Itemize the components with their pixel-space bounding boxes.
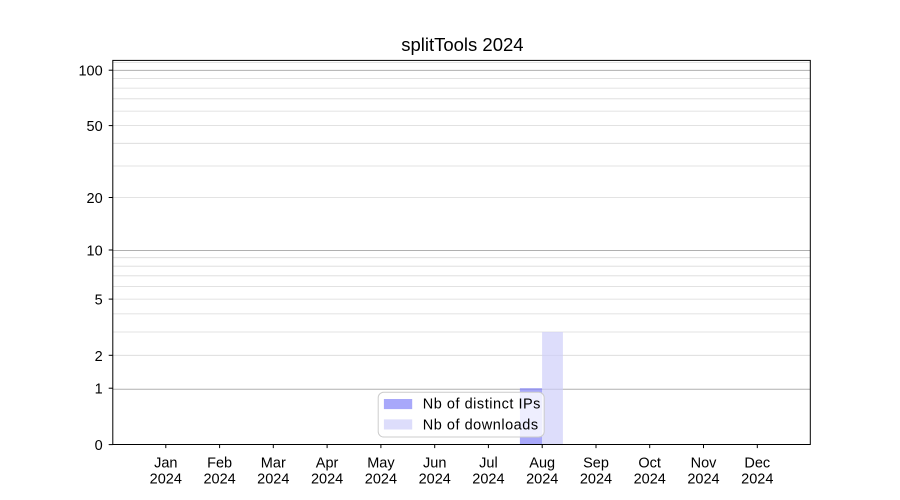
svg-text:Apr: Apr — [316, 455, 339, 471]
svg-text:2024: 2024 — [687, 471, 719, 487]
svg-text:0: 0 — [95, 438, 103, 454]
svg-text:20: 20 — [87, 191, 103, 207]
svg-text:2024: 2024 — [257, 471, 289, 487]
svg-text:Nb of distinct IPs: Nb of distinct IPs — [423, 397, 541, 413]
svg-text:Jan: Jan — [154, 455, 177, 471]
svg-text:2024: 2024 — [634, 471, 666, 487]
svg-text:Sep: Sep — [583, 455, 609, 471]
svg-text:Dec: Dec — [744, 455, 770, 471]
svg-text:2024: 2024 — [311, 471, 343, 487]
svg-text:2024: 2024 — [580, 471, 612, 487]
svg-text:2024: 2024 — [150, 471, 182, 487]
svg-text:2: 2 — [95, 349, 103, 365]
svg-text:10: 10 — [87, 244, 103, 260]
svg-text:Oct: Oct — [638, 455, 661, 471]
svg-text:Mar: Mar — [261, 455, 286, 471]
svg-text:1: 1 — [95, 382, 103, 398]
svg-text:2024: 2024 — [472, 471, 504, 487]
svg-text:Aug: Aug — [529, 455, 555, 471]
svg-text:Nov: Nov — [691, 455, 718, 471]
svg-text:50: 50 — [87, 119, 103, 135]
svg-text:2024: 2024 — [526, 471, 558, 487]
svg-text:Nb of downloads: Nb of downloads — [423, 417, 539, 433]
svg-text:splitTools 2024: splitTools 2024 — [401, 34, 523, 55]
svg-text:Jul: Jul — [479, 455, 498, 471]
svg-text:Jun: Jun — [423, 455, 446, 471]
svg-text:Feb: Feb — [207, 455, 232, 471]
svg-text:May: May — [367, 455, 395, 471]
svg-text:2024: 2024 — [203, 471, 235, 487]
svg-text:2024: 2024 — [365, 471, 397, 487]
svg-text:100: 100 — [78, 64, 102, 80]
svg-text:2024: 2024 — [419, 471, 451, 487]
svg-text:5: 5 — [95, 293, 103, 309]
svg-text:2024: 2024 — [741, 471, 773, 487]
